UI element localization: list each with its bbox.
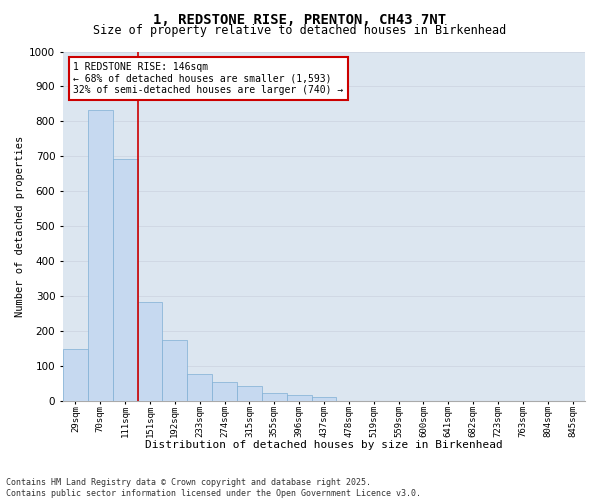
Y-axis label: Number of detached properties: Number of detached properties xyxy=(15,136,25,317)
Bar xyxy=(287,394,311,401)
Bar xyxy=(88,110,113,401)
Bar xyxy=(187,374,212,401)
Bar xyxy=(63,349,88,401)
Bar xyxy=(113,158,137,401)
Bar xyxy=(262,393,287,401)
Text: 1, REDSTONE RISE, PRENTON, CH43 7NT: 1, REDSTONE RISE, PRENTON, CH43 7NT xyxy=(154,12,446,26)
Bar xyxy=(137,302,163,401)
Bar xyxy=(163,340,187,401)
Text: Contains HM Land Registry data © Crown copyright and database right 2025.
Contai: Contains HM Land Registry data © Crown c… xyxy=(6,478,421,498)
Text: Size of property relative to detached houses in Birkenhead: Size of property relative to detached ho… xyxy=(94,24,506,37)
Bar xyxy=(212,382,237,401)
X-axis label: Distribution of detached houses by size in Birkenhead: Distribution of detached houses by size … xyxy=(145,440,503,450)
Bar xyxy=(311,398,337,401)
Bar xyxy=(237,386,262,401)
Text: 1 REDSTONE RISE: 146sqm
← 68% of detached houses are smaller (1,593)
32% of semi: 1 REDSTONE RISE: 146sqm ← 68% of detache… xyxy=(73,62,344,95)
